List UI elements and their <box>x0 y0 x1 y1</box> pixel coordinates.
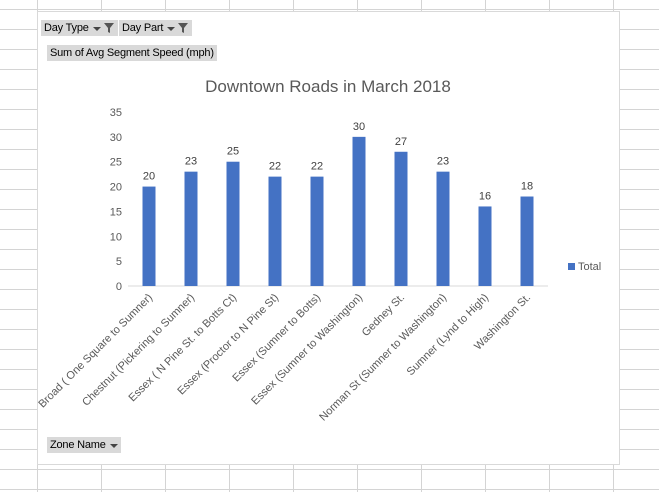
filter-icon <box>178 23 189 33</box>
data-label: 23 <box>437 156 449 168</box>
legend-label: Total <box>578 261 601 273</box>
y-tick-label: 20 <box>110 182 122 194</box>
y-tick-label: 15 <box>110 206 122 218</box>
bar <box>268 176 282 286</box>
y-tick-label: 25 <box>110 157 122 169</box>
y-tick-label: 35 <box>110 107 122 119</box>
y-tick-label: 30 <box>110 132 122 144</box>
value-field-label: Sum of Avg Segment Speed (mph) <box>50 47 214 59</box>
bar <box>394 151 408 286</box>
data-label: 16 <box>479 190 491 202</box>
data-label: 27 <box>395 136 407 148</box>
legend: Total <box>568 261 601 273</box>
filter-label-day-type: Day Type <box>44 22 89 34</box>
legend-swatch <box>568 263 575 270</box>
bar <box>310 176 324 286</box>
y-axis: 0 5 10 15 20 25 30 35 <box>110 107 122 293</box>
bar <box>142 186 156 286</box>
bar <box>352 136 366 286</box>
data-label: 20 <box>143 171 155 183</box>
chevron-down-icon <box>108 440 118 450</box>
data-label: 23 <box>185 156 197 168</box>
data-label: 22 <box>269 161 281 173</box>
y-tick-label: 10 <box>110 231 122 243</box>
filter-label-day-part: Day Part <box>122 22 164 34</box>
chevron-down-icon <box>91 23 101 33</box>
bar <box>436 171 450 286</box>
x-tick-label: Sumner (Lynd to High) <box>405 292 491 378</box>
bar <box>226 161 240 286</box>
filter-icon <box>103 23 114 33</box>
data-label: 18 <box>521 181 533 193</box>
bar <box>478 206 492 286</box>
axis-field-button-zone-name[interactable]: Zone Name <box>47 437 121 453</box>
x-axis-labels: Broad ( One Square to Sumner)Chestnut (P… <box>36 292 533 424</box>
data-label: 25 <box>227 146 239 158</box>
y-tick-label: 5 <box>116 256 122 268</box>
bar <box>520 196 534 286</box>
chart-title: Downtown Roads in March 2018 <box>205 77 451 96</box>
data-label: 30 <box>353 121 365 133</box>
data-label: 22 <box>311 161 323 173</box>
bar <box>184 171 198 286</box>
filter-button-day-type[interactable]: Day Type <box>41 20 118 36</box>
filter-button-day-part[interactable]: Day Part <box>119 20 193 36</box>
value-field-button[interactable]: Sum of Avg Segment Speed (mph) <box>47 45 217 61</box>
y-tick-label: 0 <box>116 281 122 293</box>
chevron-down-icon <box>165 23 176 33</box>
bar-series: 20 23 25 22 22 30 27 23 16 18 <box>142 121 534 286</box>
axis-field-label: Zone Name <box>50 439 106 451</box>
